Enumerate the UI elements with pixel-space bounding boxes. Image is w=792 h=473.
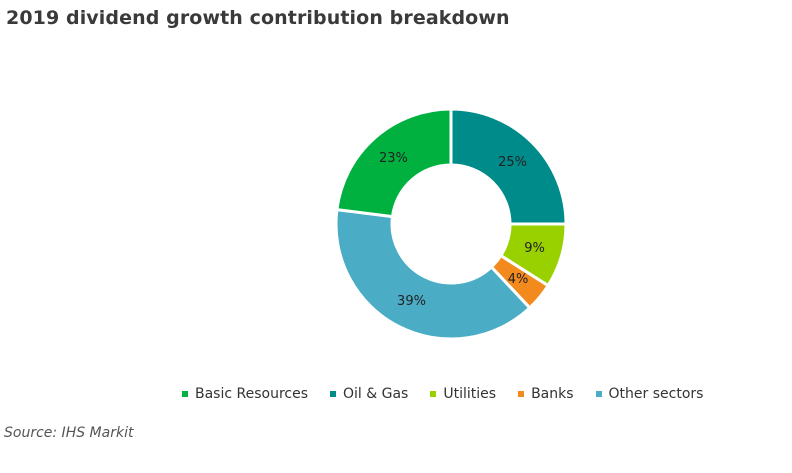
legend-label: Utilities bbox=[443, 386, 497, 402]
legend-swatch bbox=[430, 391, 437, 397]
legend-label: Banks bbox=[531, 386, 574, 402]
data-label-other-sectors: 39% bbox=[397, 294, 426, 309]
legend-item-oil-gas: Oil & Gas bbox=[330, 386, 408, 402]
legend-swatch bbox=[182, 391, 188, 397]
data-label-basic-resources: 23% bbox=[379, 151, 408, 166]
legend-label: Other sectors bbox=[608, 386, 704, 402]
legend-item-basic-resources: Basic Resources bbox=[182, 386, 308, 402]
donut-slice-oil-gas bbox=[449, 107, 568, 226]
donut-slice-basic-resources bbox=[335, 107, 453, 219]
legend-swatch bbox=[595, 391, 602, 397]
data-label-oil-gas: 25% bbox=[498, 155, 527, 170]
chart-title: 2019 dividend growth contribution breakd… bbox=[6, 7, 510, 29]
legend-label: Basic Resources bbox=[195, 386, 309, 402]
chart-legend: Basic Resources Oil & Gas Utilities Bank… bbox=[182, 386, 703, 402]
legend-swatch bbox=[330, 391, 337, 397]
legend-swatch bbox=[518, 391, 525, 397]
legend-item-utilities: Utilities bbox=[430, 386, 496, 402]
donut-slice-other-sectors bbox=[334, 207, 532, 341]
source-note: Source: IHS Markit bbox=[4, 425, 134, 441]
data-label-banks: 4% bbox=[508, 272, 529, 287]
legend-item-other-sectors: Other sectors bbox=[595, 386, 704, 402]
data-label-utilities: 9% bbox=[524, 241, 545, 256]
legend-label: Oil & Gas bbox=[343, 386, 409, 402]
legend-item-banks: Banks bbox=[518, 386, 574, 402]
